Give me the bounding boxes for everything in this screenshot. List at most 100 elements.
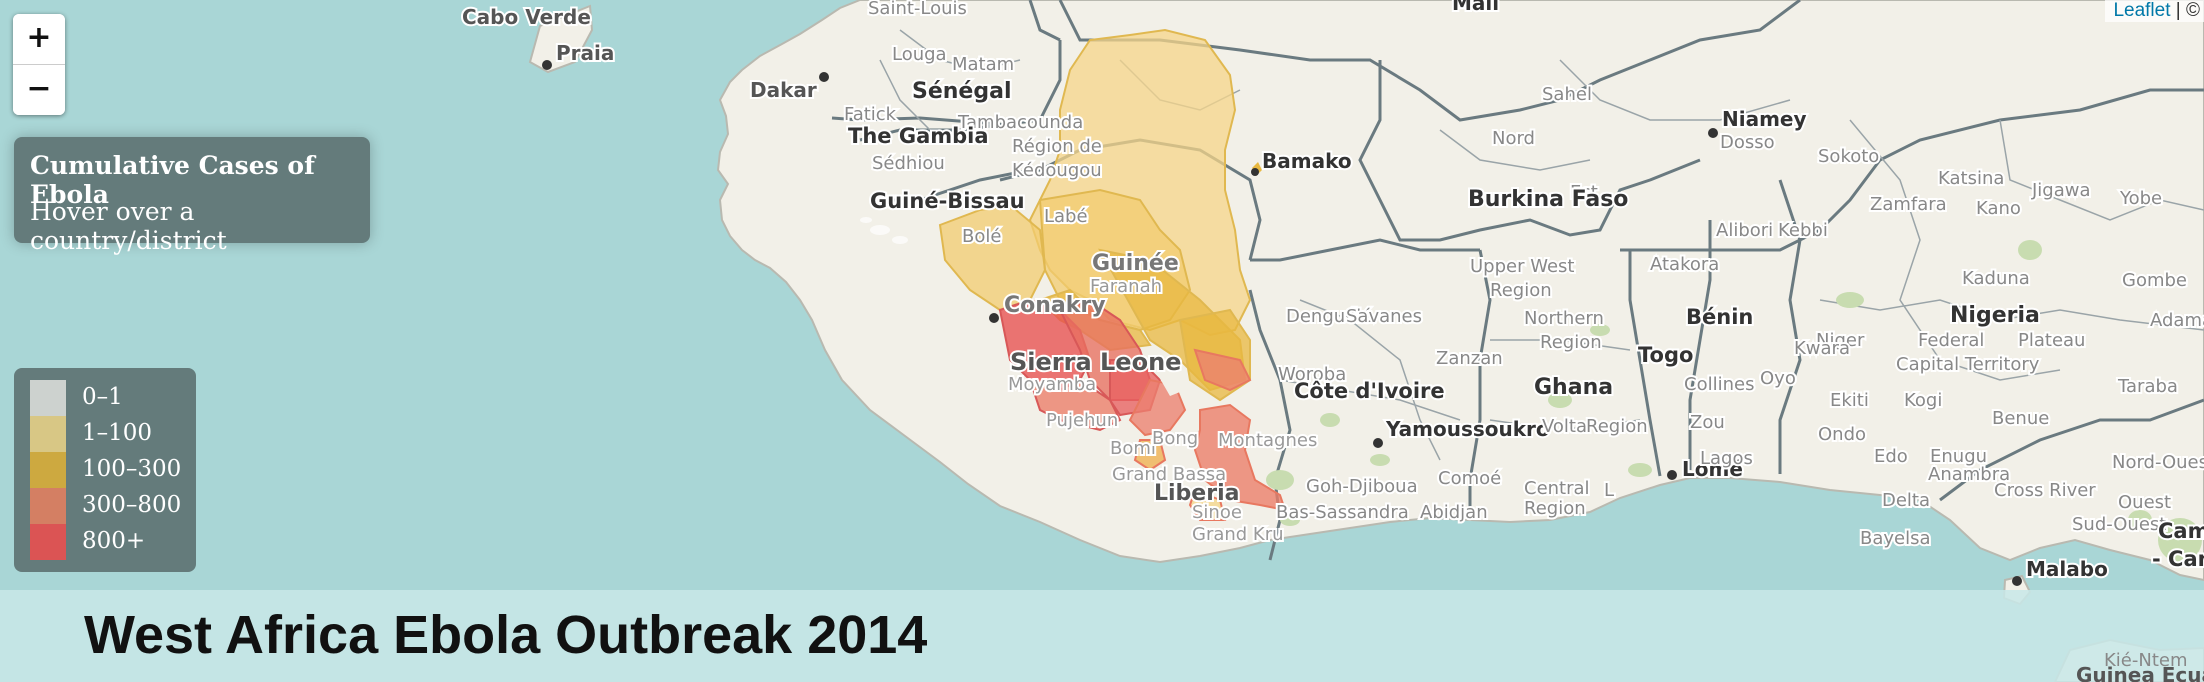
label-guinea-bissau: Guiné-Bissau [870, 189, 1025, 213]
label-niger: Niger [1816, 330, 1865, 351]
label-zanzan: Zanzan [1436, 348, 1503, 369]
label-enugu: Enugu [1930, 446, 1987, 467]
label-dosso: Dosso [1720, 132, 1775, 153]
label-gambia: The Gambia [848, 124, 989, 148]
legend-label: 1–100 [82, 420, 153, 446]
unaffected-district [1155, 366, 1190, 396]
legend-swatch [30, 416, 66, 452]
label-kedougou: Kédougou [1012, 160, 1102, 181]
label-comoe: Comoé [1438, 468, 1501, 489]
zoom-out-button[interactable]: − [13, 64, 65, 115]
label-northern: Northern [1524, 308, 1604, 329]
label-oyo: Oyo [1760, 368, 1796, 389]
label-tambacounda: Tambacounda [957, 112, 1083, 133]
label-pujehun: Pujehun [1046, 410, 1118, 431]
city-marker-lome [1667, 470, 1677, 480]
label-benue: Benue [1992, 408, 2049, 429]
label-sahel: Sahel [1542, 84, 1592, 105]
cabo-verde-island [528, 4, 594, 74]
legend-label: 0–1 [82, 384, 123, 410]
label-benin: Bénin [1686, 305, 1753, 329]
zoom-in-button[interactable]: + [13, 14, 65, 64]
label-region-de: Région de [1012, 136, 1102, 157]
label-sierra-leone: Sierra Leone [1010, 348, 1181, 376]
leaflet-link[interactable]: Leaflet [2113, 0, 2171, 21]
label-plateau: Plateau [2018, 330, 2085, 351]
label-upper-west: Upper West [1470, 256, 1574, 277]
label-louga: Louga [892, 44, 947, 65]
city-marker-bamako [1251, 168, 1259, 176]
legend-swatch [30, 452, 66, 488]
coastal-islands [860, 217, 908, 244]
label-jigawa: Jigawa [2031, 180, 2091, 201]
label-fatick: Fatick [844, 104, 897, 125]
label-cabo-verde: Cabo Verde [462, 5, 591, 29]
label-kebbi: Kebbi [1778, 220, 1828, 241]
label-matam: Matam [952, 54, 1014, 75]
label-guinea: Guinée [1092, 251, 1179, 276]
label-gombe: Gombe [2122, 270, 2187, 291]
label-liberia: Liberia [1154, 481, 1239, 506]
label-kaduna: Kaduna [1962, 268, 2030, 289]
label-praia: Praia [556, 41, 614, 65]
legend-swatch [30, 380, 66, 416]
label-central: Central [1524, 478, 1590, 499]
city-marker-niamey [1708, 128, 1718, 138]
label-bas-sassandra: Bas-Sassandra [1276, 502, 1409, 523]
label-nord-ouest: Nord-Ouest [2112, 452, 2204, 473]
label-malabo: Malabo [2026, 557, 2108, 581]
label-capital-territory: Capital Territory [1896, 354, 2040, 375]
city-marker-dakar [819, 72, 829, 82]
label-sinoe: Sinoe [1192, 502, 1242, 523]
choropleth-sierra-leone[interactable] [998, 298, 1162, 432]
label-togo: Togo [1638, 343, 1693, 367]
label-yamoussoukro: Yamoussoukro [1385, 417, 1550, 441]
label-region-4: Region [1524, 498, 1586, 519]
label-grand-kru: Grand Kru [1192, 524, 1284, 545]
label-niamey: Niamey [1722, 107, 1807, 131]
label-volta: Volta [1542, 416, 1587, 437]
label-ondo: Ondo [1818, 424, 1866, 445]
label-senegal: Sénégal [912, 79, 1011, 104]
label-region-1: Region [1490, 280, 1552, 301]
label-bayelsa: Bayelsa [1860, 528, 1931, 549]
city-markers [542, 60, 2022, 586]
label-kogi: Kogi [1904, 390, 1942, 411]
label-kwara: Kwara [1794, 338, 1850, 359]
label-sedhiou: Sédhiou [872, 153, 945, 174]
label-montagnes: Montagnes [1218, 430, 1317, 451]
label-denguele: Denguélé [1286, 306, 1372, 327]
label-atakora: Atakora [1650, 254, 1719, 275]
label-cote-divoire: Côte d'Ivoire [1294, 379, 1445, 403]
label-cameroon-2: - Can [2152, 547, 2204, 571]
label-bomi: Bomi [1110, 438, 1156, 459]
label-zou: Zou [1690, 412, 1725, 433]
legend-swatch [30, 488, 66, 524]
choropleth-guinea[interactable] [938, 28, 1252, 402]
label-eq-guinea: Guinea Ecuatorial [2076, 663, 2204, 682]
label-ekiti: Ekiti [1830, 390, 1869, 411]
label-mali: Mali [1452, 0, 1499, 15]
label-collines: Collines [1684, 374, 1754, 395]
label-est: Est [1570, 182, 1598, 203]
label-cross-river: Cross River [1994, 480, 2096, 501]
label-l: L [1604, 480, 1614, 501]
label-ouest: Ouest [2118, 492, 2171, 513]
vegetation-patches [1266, 240, 2202, 562]
label-kano: Kano [1976, 198, 2021, 219]
city-marker-malabo [2012, 576, 2022, 586]
label-zamfara: Zamfara [1870, 194, 1947, 215]
label-conakry: Conakry [1004, 293, 1106, 318]
legend-label: 100–300 [82, 456, 182, 482]
label-burkina: Burkina Faso [1468, 187, 1628, 212]
label-saint-louis: Saint-Louis [868, 0, 967, 19]
label-savanes: Savanes [1346, 306, 1422, 327]
label-katsina: Katsina [1938, 168, 2004, 189]
map-attribution: Leaflet | © [2105, 0, 2204, 22]
title-bar-map-peek: Kié-Ntem Guinea Ecuatorial [2076, 650, 2204, 682]
info-panel-title: Cumulative Cases of Ebola [30, 151, 315, 209]
legend-label: 800+ [82, 528, 146, 554]
label-nigeria: Nigeria [1950, 303, 2040, 328]
